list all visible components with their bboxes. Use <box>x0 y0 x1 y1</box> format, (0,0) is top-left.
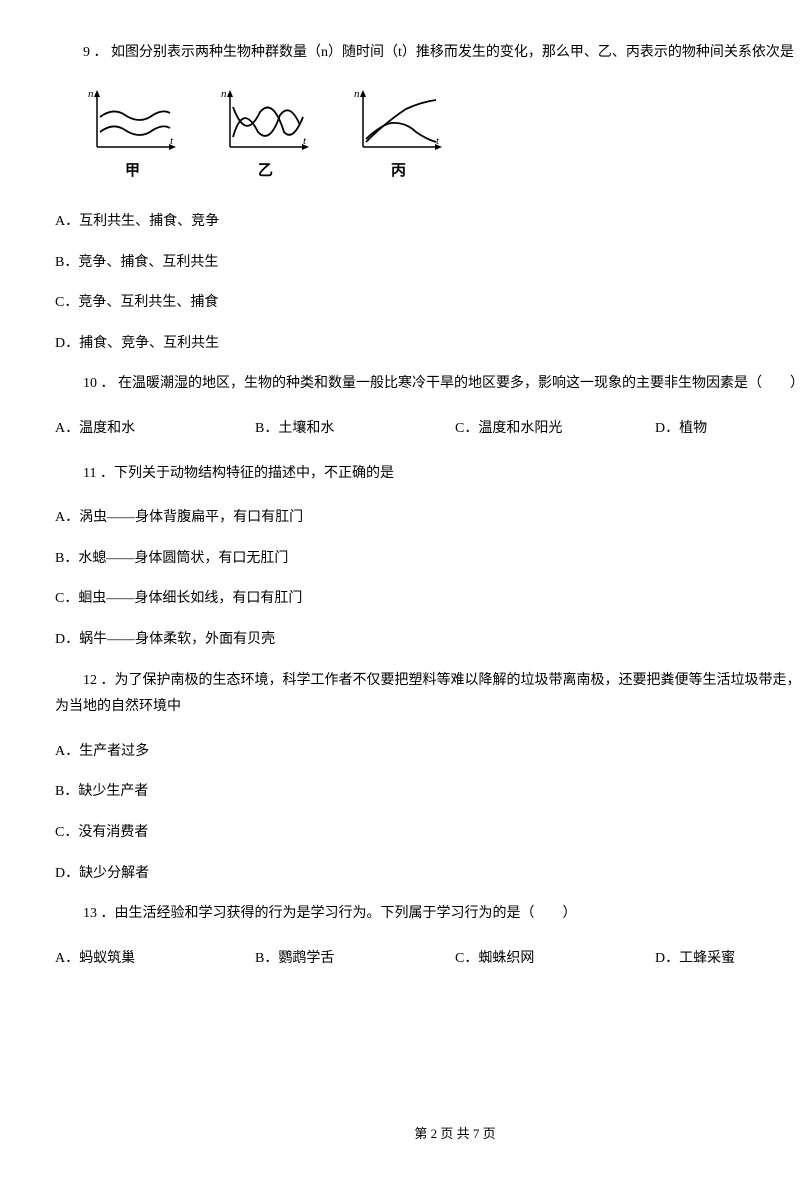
q12-stem: 12 ．为了保护南极的生态环境，科学工作者不仅要把塑料等难以降解的垃圾带离南极，… <box>55 668 800 721</box>
q10-option-b: B．土壤和水 <box>255 416 455 443</box>
q9-option-d: D．捕食、竞争、互利共生 <box>55 331 800 358</box>
graph-bing-svg: n t <box>351 87 446 155</box>
page-footer: 第 2 页 共 7 页 <box>55 1122 800 1147</box>
svg-text:t: t <box>436 135 440 147</box>
svg-text:n: n <box>88 88 94 100</box>
svg-text:n: n <box>354 88 360 100</box>
question-12: 12 ．为了保护南极的生态环境，科学工作者不仅要把塑料等难以降解的垃圾带离南极，… <box>55 668 800 888</box>
q9-option-a: A．互利共生、捕食、竞争 <box>55 209 800 236</box>
q10-stem: 10 ． 在温暖潮湿的地区，生物的种类和数量一般比寒冷干旱的地区要多，影响这一现… <box>55 371 800 398</box>
graph-bing: n t 丙 <box>351 87 446 186</box>
graph-jia-svg: n t <box>85 87 180 155</box>
svg-text:n: n <box>221 88 227 100</box>
question-10: 10 ． 在温暖潮湿的地区，生物的种类和数量一般比寒冷干旱的地区要多，影响这一现… <box>55 371 800 442</box>
q10-option-c: C．温度和水阳光 <box>455 416 655 443</box>
graph-jia-label: 甲 <box>85 157 180 186</box>
graph-bing-label: 丙 <box>351 157 446 186</box>
q9-option-b: B．竞争、捕食、互利共生 <box>55 250 800 277</box>
q13-option-a: A．蚂蚁筑巢 <box>55 946 255 973</box>
q13-option-b: B．鹦鹉学舌 <box>255 946 455 973</box>
question-11: 11 ．下列关于动物结构特征的描述中，不正确的是 A．涡虫——身体背腹扁平，有口… <box>55 461 800 654</box>
q12-option-d: D．缺少分解者 <box>55 861 800 888</box>
q10-options: A．温度和水 B．土壤和水 C．温度和水阳光 D．植物 <box>55 416 800 443</box>
q11-option-a: A．涡虫——身体背腹扁平，有口有肛门 <box>55 505 800 532</box>
q11-option-d: D．蜗牛——身体柔软，外面有贝壳 <box>55 627 800 654</box>
q13-options: A．蚂蚁筑巢 B．鹦鹉学舌 C．蜘蛛织网 D．工蜂采蜜 <box>55 946 800 973</box>
q13-stem: 13 ．由生活经验和学习获得的行为是学习行为。下列属于学习行为的是（ ） <box>55 901 800 928</box>
q10-option-d: D．植物 <box>655 416 800 443</box>
q10-option-a: A．温度和水 <box>55 416 255 443</box>
graph-yi-label: 乙 <box>218 157 313 186</box>
q13-option-c: C．蜘蛛织网 <box>455 946 655 973</box>
q9-graphs: n t 甲 n t 乙 <box>85 87 800 186</box>
q13-option-d: D．工蜂采蜜 <box>655 946 800 973</box>
svg-text:t: t <box>303 135 307 147</box>
graph-yi: n t 乙 <box>218 87 313 186</box>
q9-stem: 9 ． 如图分别表示两种生物种群数量（n）随时间（t）推移而发生的变化，那么甲、… <box>55 40 800 67</box>
question-13: 13 ．由生活经验和学习获得的行为是学习行为。下列属于学习行为的是（ ） A．蚂… <box>55 901 800 972</box>
q9-option-c: C．竞争、互利共生、捕食 <box>55 290 800 317</box>
q11-option-b: B．水螅——身体圆筒状，有口无肛门 <box>55 546 800 573</box>
graph-yi-svg: n t <box>218 87 313 155</box>
q12-option-b: B．缺少生产者 <box>55 779 800 806</box>
q11-option-c: C．蛔虫——身体细长如线，有口有肛门 <box>55 586 800 613</box>
graph-jia: n t 甲 <box>85 87 180 186</box>
q11-stem: 11 ．下列关于动物结构特征的描述中，不正确的是 <box>55 461 800 488</box>
q12-option-a: A．生产者过多 <box>55 739 800 766</box>
svg-text:t: t <box>170 135 174 147</box>
q12-option-c: C．没有消费者 <box>55 820 800 847</box>
question-9: 9 ． 如图分别表示两种生物种群数量（n）随时间（t）推移而发生的变化，那么甲、… <box>55 40 800 357</box>
